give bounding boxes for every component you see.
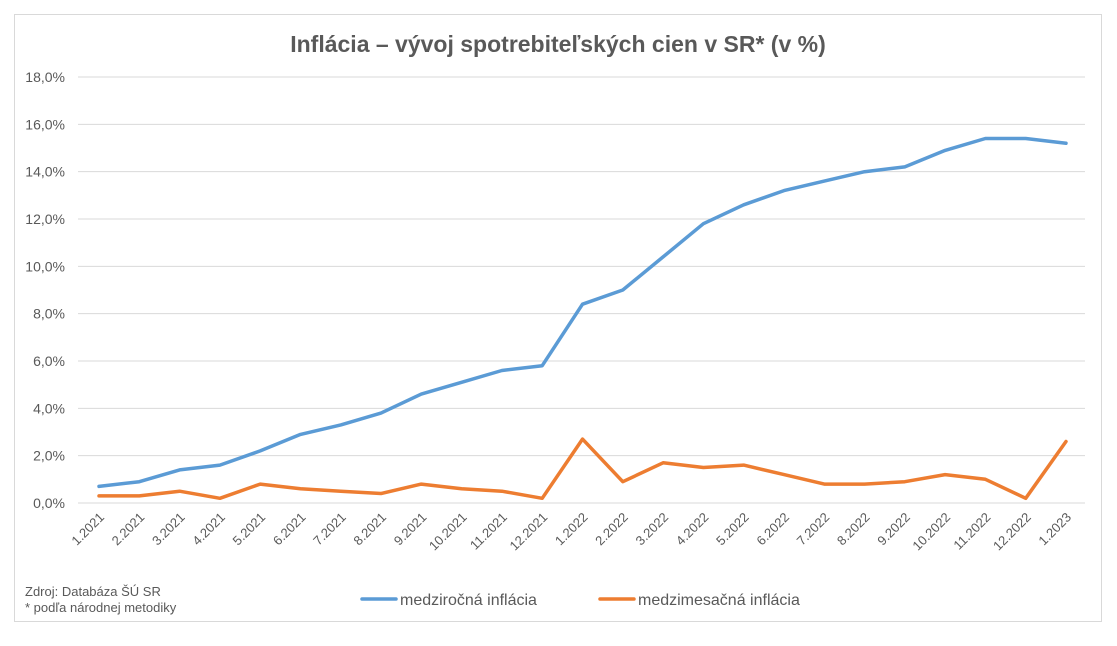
x-tick-label: 5.2021: [230, 510, 269, 549]
y-tick-label: 16,0%: [25, 116, 65, 132]
x-tick-label: 12.2022: [990, 510, 1034, 554]
legend: medziročná inflácia medzimesačná inflácia: [360, 592, 800, 609]
y-tick-label: 18,0%: [25, 69, 65, 85]
legend-label: medziročná inflácia: [400, 592, 537, 609]
x-tick-label: 11.2022: [950, 510, 993, 553]
x-tick-label: 1.2022: [552, 510, 591, 549]
x-tick-label: 7.2021: [310, 510, 349, 549]
y-axis-ticks: 0,0% 2,0% 4,0% 6,0% 8,0% 10,0% 12,0% 14,0% 16,0%…: [25, 69, 65, 511]
x-tick-label: 9.2021: [391, 510, 430, 549]
source-note: Zdroj: Databáza ŠÚ SR: [25, 584, 161, 599]
x-tick-label: 2.2021: [109, 510, 148, 549]
y-tick-label: 4,0%: [33, 400, 65, 416]
x-tick-label: 10.2021: [426, 510, 470, 554]
x-tick-label: 11.2021: [467, 510, 510, 553]
x-tick-label: 2.2022: [592, 510, 631, 549]
x-tick-label: 9.2022: [874, 510, 913, 549]
x-tick-label: 5.2022: [713, 510, 752, 549]
x-tick-label: 1.2023: [1035, 510, 1074, 549]
x-tick-label: 6.2022: [753, 510, 792, 549]
y-tick-label: 6,0%: [33, 353, 65, 369]
series-lines: [97, 136, 1068, 501]
x-tick-label: 10.2022: [909, 510, 953, 554]
chart-title: Inflácia – vývoj spotrebiteľských cien v…: [290, 31, 826, 57]
x-tick-label: 6.2021: [270, 510, 309, 549]
x-tick-label: 7.2022: [794, 510, 833, 549]
x-tick-label: 4.2021: [189, 510, 228, 549]
x-axis-ticks: 1.2021 2.2021 3.2021 4.2021 5.2021 6.2021 7.20…: [68, 510, 1074, 554]
x-tick-label: 8.2021: [350, 510, 389, 549]
x-tick-label: 3.2022: [632, 510, 671, 549]
footnote: * podľa národnej metodiky: [25, 600, 177, 615]
series-line-yoy: [97, 136, 1068, 489]
y-tick-label: 10,0%: [25, 258, 65, 274]
x-tick-label: 1.2021: [68, 510, 107, 549]
x-tick-label: 4.2022: [673, 510, 712, 549]
x-tick-label: 8.2022: [834, 510, 873, 549]
legend-label: medzimesačná inflácia: [638, 592, 800, 609]
x-tick-label: 12.2021: [506, 510, 550, 554]
y-tick-label: 2,0%: [33, 448, 65, 464]
y-tick-label: 12,0%: [25, 211, 65, 227]
y-tick-label: 0,0%: [33, 495, 65, 511]
series-line-mom: [97, 437, 1068, 501]
x-tick-label: 3.2021: [149, 510, 188, 549]
y-tick-label: 14,0%: [25, 164, 65, 180]
chart-frame: [14, 14, 1102, 622]
y-tick-label: 8,0%: [33, 306, 65, 322]
